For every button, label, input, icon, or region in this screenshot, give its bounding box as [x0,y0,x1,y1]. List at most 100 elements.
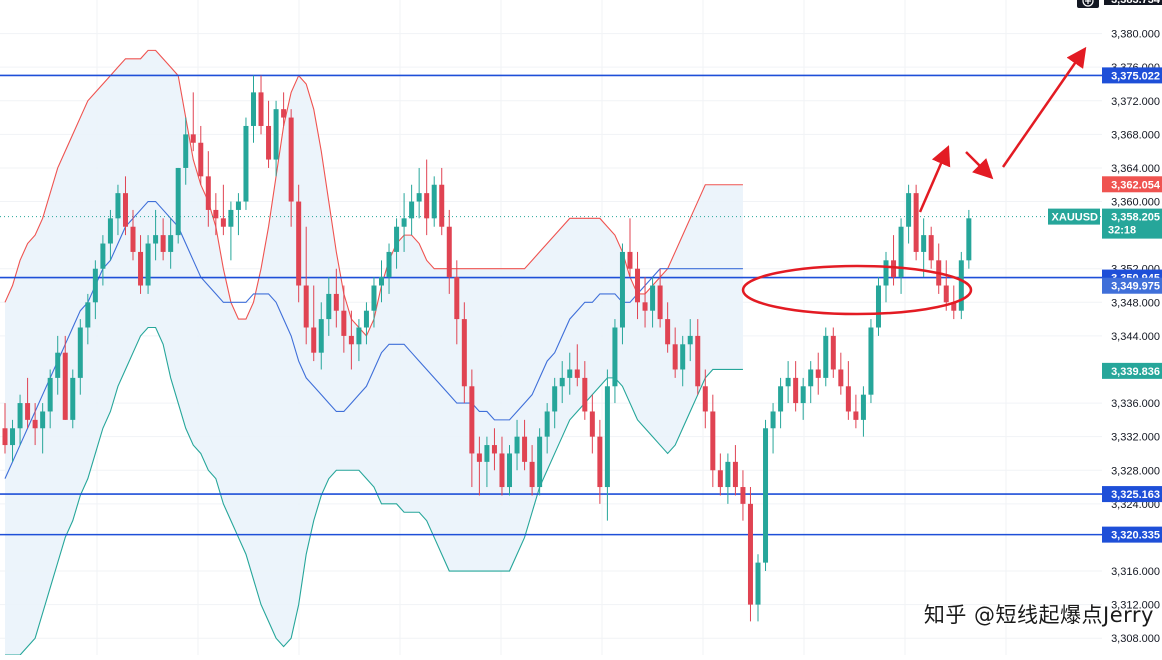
candle-body [793,377,799,404]
candle-body [898,226,904,278]
add-button[interactable] [1077,0,1099,8]
candle-body [175,167,181,236]
y-tick-label: 3,316.000 [1111,566,1160,578]
candle-body [205,176,211,210]
candle-body [589,411,595,437]
candle-body [235,201,241,210]
candle-body [913,193,919,252]
candle-body [92,268,98,303]
candle-body [160,235,166,252]
candle-body [891,260,897,278]
candle-body [928,235,934,261]
candle-body [529,461,535,488]
candle-body [40,411,46,429]
candle-body [190,134,196,143]
candle-body [537,436,543,488]
candle-body [838,369,844,387]
candle-body [823,335,829,378]
candle-body [168,235,174,252]
candle-body [333,293,339,311]
forecast-arrow-up-2 [1001,46,1087,168]
price-label-price: 3,358.205 [1111,212,1160,224]
candle-body [183,134,189,168]
candle-body [830,335,836,370]
candle-body [853,411,859,420]
price-label-middle: 3,349.975 [1111,281,1160,293]
candle-body [544,411,550,437]
candle-body [627,251,633,269]
candle-body [115,193,121,219]
candle-body [326,293,332,320]
candle-body [672,344,678,370]
candle-body [311,327,317,353]
candle-body [32,419,38,429]
candle-body [778,386,784,412]
candle-body [800,386,806,404]
lower-band-line [5,326,743,656]
candle-body [582,377,588,412]
candle-body [951,302,957,311]
candle-body [424,193,430,219]
candle-body [281,109,287,118]
candle-body [17,403,23,429]
candle-body [431,184,437,219]
y-tick-label: 3,360.000 [1111,197,1160,209]
price-label-bg-price [1102,208,1162,239]
symbol-label-bg [1048,208,1100,225]
candle-body [318,319,324,353]
candle-body [220,218,226,227]
candle-body [55,352,61,378]
y-tick-label: 3,312.000 [1111,600,1160,612]
candle-body [70,377,76,420]
y-tick-label: 3,380.000 [1111,29,1160,41]
top-price-label-bg [1104,0,1162,5]
candle-body [770,411,776,429]
price-label-hline: 3,320.335 [1111,530,1160,542]
candle-body [740,487,746,504]
candle-body [446,226,452,278]
candle-body [77,327,83,378]
candle-body [695,335,701,387]
candle-body [243,125,249,202]
candle-body [552,386,558,412]
candle-body [717,470,723,488]
candle-body [250,92,256,126]
price-label-bg-middle [1102,277,1162,294]
y-tick-label: 3,364.000 [1111,163,1160,175]
candle-body [476,453,482,462]
price-label-bg-hline [1102,67,1162,84]
candle-body [461,319,467,387]
candle-body [153,235,159,244]
candle-body [702,386,708,412]
bollinger-band-fill [5,50,743,655]
candle-body [228,209,234,227]
candle-body [619,251,625,328]
candle-body [47,377,53,412]
candle-body [266,125,272,160]
candle-body [522,436,528,462]
candle-body [966,218,972,261]
candle-body [213,209,219,219]
candle-body [710,411,716,471]
countdown-label: 32:18 [1108,225,1136,237]
candle-body [732,461,738,488]
y-tick-label: 3,348.000 [1111,297,1160,309]
y-tick-label: 3,372.000 [1111,96,1160,108]
price-label-bg-hline [1102,526,1162,543]
price-label-upper: 3,362.054 [1111,179,1161,191]
candle-body [122,193,128,227]
candle-body [785,377,791,387]
candle-body [491,445,497,454]
y-tick-label: 3,344.000 [1111,331,1160,343]
candle-body [559,377,565,387]
candle-body [25,403,31,420]
price-label-bg-hline [1102,486,1162,503]
candle-body [469,386,475,454]
candle-body [499,453,505,488]
candle-body [635,268,641,303]
candle-body [62,352,68,420]
candle-body [356,327,362,345]
plus-icon [1082,0,1094,7]
middle-band-line [4,200,743,479]
